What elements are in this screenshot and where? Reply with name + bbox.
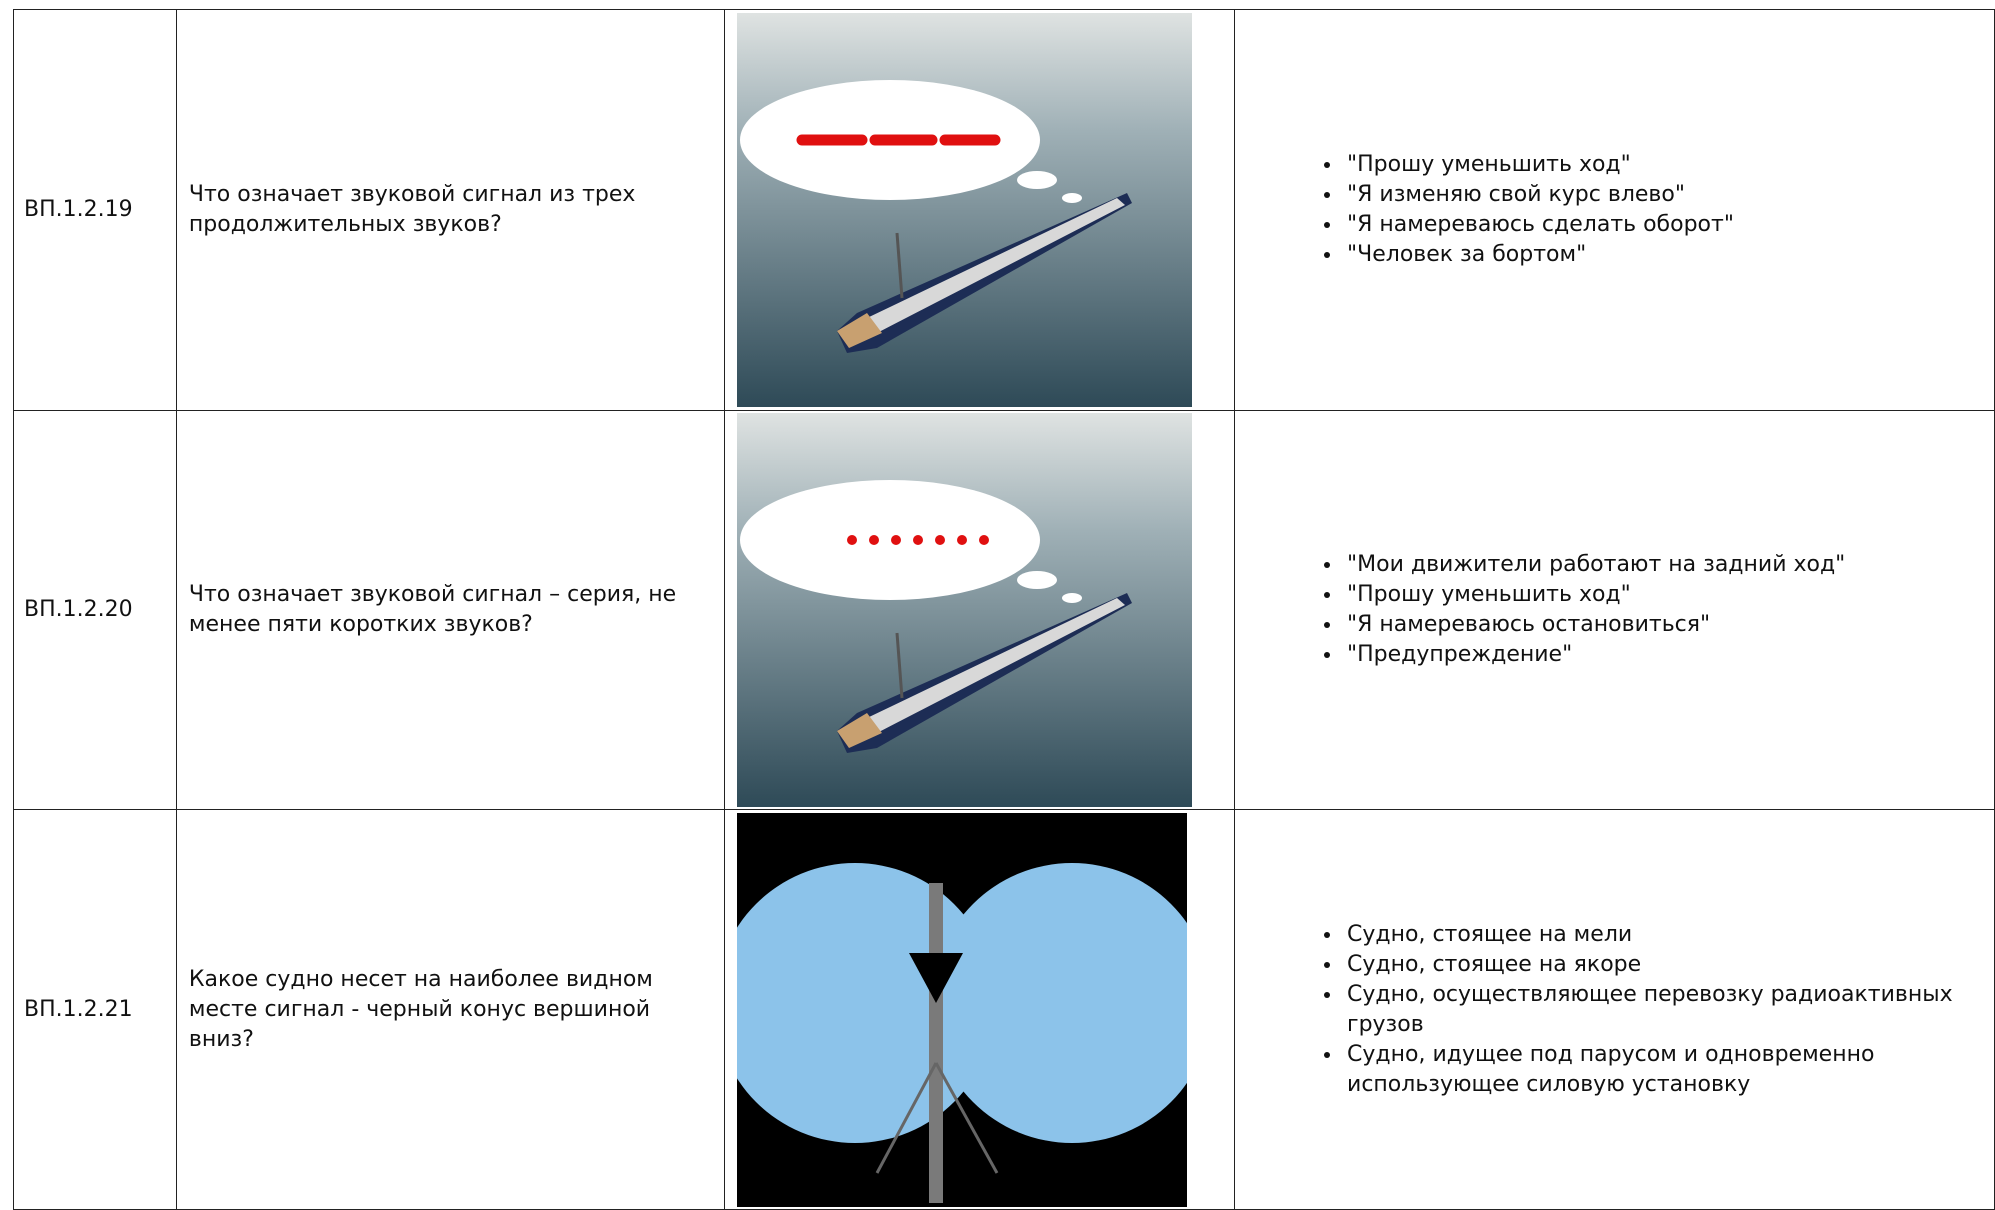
answer: "Я намереваюсь сделать оборот" xyxy=(1343,210,1994,240)
answer: Судно, стоящее на якоре xyxy=(1343,950,1994,980)
answer: "Предупреждение" xyxy=(1343,640,1994,670)
answer: Судно, осуществляющее перевозку радиоакт… xyxy=(1343,980,1994,1040)
answers-cell: "Мои движители работают на задний ход" "… xyxy=(1234,410,1995,810)
row: ВП.1.2.20 Что означает звуковой сигнал –… xyxy=(13,410,1995,810)
question-table: ВП.1.2.19 Что означает звуковой сигнал и… xyxy=(13,9,1995,1210)
image-cell xyxy=(724,809,1236,1210)
question-id: ВП.1.2.21 xyxy=(13,809,177,1210)
question-id: ВП.1.2.20 xyxy=(13,410,177,810)
answers-list: "Мои движители работают на задний ход" "… xyxy=(1285,550,1994,670)
answer: "Я изменяю свой курс влево" xyxy=(1343,180,1994,210)
question-text: Что означает звуковой сигнал – серия, не… xyxy=(175,410,726,810)
ship-image xyxy=(737,13,1193,407)
image-cell xyxy=(724,410,1236,810)
row: ВП.1.2.19 Что означает звуковой сигнал и… xyxy=(13,9,1995,411)
answers-list: Судно, стоящее на мели Судно, стоящее на… xyxy=(1285,920,1994,1100)
row: ВП.1.2.21 Какое судно несет на наиболее … xyxy=(13,809,1995,1210)
image-cell xyxy=(724,9,1236,411)
answers-list: "Прошу уменьшить ход" "Я изменяю свой ку… xyxy=(1285,150,1994,270)
answers-cell: Судно, стоящее на мели Судно, стоящее на… xyxy=(1234,809,1995,1210)
question-text: Какое судно несет на наиболее видном мес… xyxy=(175,809,726,1210)
answer: Судно, стоящее на мели xyxy=(1343,920,1994,950)
answer: "Я намереваюсь остановиться" xyxy=(1343,610,1994,640)
answer: "Прошу уменьшить ход" xyxy=(1343,580,1994,610)
answer: "Прошу уменьшить ход" xyxy=(1343,150,1994,180)
answer: "Человек за бортом" xyxy=(1343,240,1994,270)
answer: Судно, идущее под парусом и одновременно… xyxy=(1343,1040,1994,1100)
question-id: ВП.1.2.19 xyxy=(13,9,177,411)
binocular-image xyxy=(737,812,1188,1207)
ship-image xyxy=(737,413,1193,807)
answers-cell: "Прошу уменьшить ход" "Я изменяю свой ку… xyxy=(1234,9,1995,411)
question-text: Что означает звуковой сигнал из трех про… xyxy=(175,9,726,411)
answer: "Мои движители работают на задний ход" xyxy=(1343,550,1994,580)
